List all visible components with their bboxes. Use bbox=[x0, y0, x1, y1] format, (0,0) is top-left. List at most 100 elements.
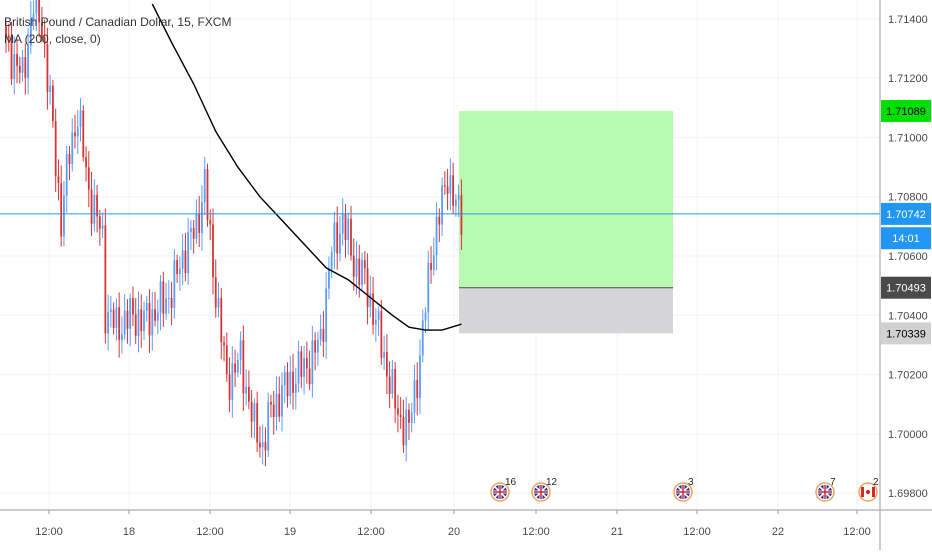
candle bbox=[82, 105, 85, 162]
candle-body bbox=[446, 186, 449, 194]
candle-body bbox=[27, 45, 29, 78]
candle-body bbox=[413, 380, 416, 413]
candle-body bbox=[363, 260, 366, 269]
candle-body bbox=[261, 442, 264, 448]
candle bbox=[316, 331, 319, 366]
candle bbox=[79, 98, 82, 142]
x-tick-label: 12:00 bbox=[35, 526, 63, 538]
candle bbox=[46, 27, 49, 110]
candle-body bbox=[85, 157, 87, 168]
candle-body bbox=[419, 355, 421, 399]
price-label: 1.70493 bbox=[881, 276, 931, 299]
candle-body bbox=[223, 342, 225, 346]
candle-body bbox=[209, 219, 212, 225]
candle-body bbox=[43, 37, 46, 44]
event-count: 3 bbox=[688, 477, 694, 488]
candle-body bbox=[397, 408, 399, 415]
candle bbox=[68, 145, 71, 181]
candle bbox=[297, 340, 300, 393]
candle-body bbox=[300, 351, 303, 377]
candle-body bbox=[432, 255, 435, 271]
candle bbox=[16, 39, 18, 84]
candle bbox=[217, 282, 220, 318]
price-label: 1.70339 bbox=[881, 322, 931, 345]
candle bbox=[231, 346, 234, 418]
candle bbox=[377, 306, 380, 336]
candle-body bbox=[212, 224, 214, 278]
price-label-bg bbox=[881, 276, 931, 299]
candle bbox=[363, 251, 366, 285]
candle bbox=[5, 21, 7, 53]
price-label-text: 14:01 bbox=[892, 233, 920, 245]
candle bbox=[27, 28, 29, 95]
candle-body bbox=[46, 43, 49, 92]
candle-body bbox=[137, 309, 140, 336]
candle bbox=[54, 108, 57, 192]
candle bbox=[203, 156, 206, 215]
candle-body bbox=[319, 328, 322, 340]
profit-zone bbox=[459, 111, 673, 288]
candle bbox=[344, 203, 347, 258]
candle bbox=[374, 308, 377, 342]
candle bbox=[408, 403, 410, 440]
candle-body bbox=[32, 13, 35, 19]
candle bbox=[380, 299, 383, 365]
candle bbox=[38, 0, 41, 38]
candle bbox=[267, 392, 270, 458]
candle-body bbox=[118, 307, 121, 340]
canada-flag-icon[interactable] bbox=[858, 482, 878, 502]
uk-flag-icon[interactable] bbox=[815, 482, 835, 502]
price-label-bg bbox=[881, 202, 931, 225]
candle bbox=[52, 80, 54, 128]
candle bbox=[173, 249, 176, 319]
candle bbox=[143, 301, 145, 340]
candle bbox=[159, 275, 162, 331]
candle-body bbox=[121, 334, 123, 340]
candle-body bbox=[38, 0, 41, 23]
candle bbox=[178, 256, 181, 291]
candle-body bbox=[79, 110, 82, 127]
uk-flag-icon[interactable] bbox=[673, 482, 693, 502]
event-count: 12 bbox=[546, 477, 558, 488]
candle bbox=[443, 171, 446, 195]
candle bbox=[413, 364, 416, 423]
candle-body bbox=[112, 309, 115, 328]
candle bbox=[369, 275, 372, 318]
uk-flag-icon[interactable] bbox=[531, 482, 551, 502]
candle-body bbox=[231, 363, 234, 400]
candle-body bbox=[167, 297, 170, 299]
candle bbox=[137, 291, 140, 353]
candle bbox=[289, 356, 292, 405]
uk-flag-icon[interactable] bbox=[490, 482, 510, 502]
candle bbox=[212, 208, 214, 295]
candle-body bbox=[49, 85, 52, 92]
candle-body bbox=[206, 169, 209, 220]
x-tick-label: 22 bbox=[772, 526, 784, 538]
price-label: 14:01 bbox=[881, 227, 931, 250]
candle bbox=[264, 427, 267, 467]
candle-body bbox=[460, 195, 463, 235]
candles bbox=[5, 0, 463, 467]
candle-body bbox=[281, 385, 283, 417]
candle-body bbox=[203, 169, 206, 203]
candle bbox=[352, 238, 355, 291]
candle bbox=[275, 376, 278, 431]
candle-body bbox=[292, 371, 294, 393]
candle-body bbox=[394, 369, 397, 409]
candle-body bbox=[380, 311, 383, 358]
candle bbox=[372, 276, 374, 335]
candle bbox=[242, 325, 245, 412]
x-tick-label: 21 bbox=[611, 526, 623, 538]
candle-body bbox=[201, 202, 203, 234]
candle-body bbox=[410, 412, 413, 423]
symbol-title: British Pound / Canadian Dollar, 15, FXC… bbox=[4, 15, 232, 29]
candle-body bbox=[325, 288, 328, 342]
candle bbox=[427, 250, 430, 331]
candle-body bbox=[98, 216, 101, 229]
candle-body bbox=[245, 386, 248, 394]
candle-body bbox=[374, 319, 377, 325]
candle-body bbox=[93, 194, 96, 224]
candle-body bbox=[311, 340, 314, 385]
